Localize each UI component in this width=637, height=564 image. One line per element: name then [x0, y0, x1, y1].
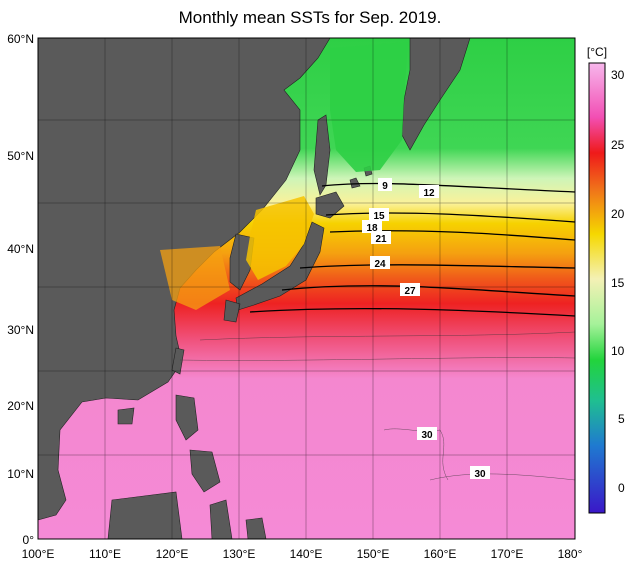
lon-label: 100°E [22, 547, 55, 561]
lon-label: 170°E [491, 547, 524, 561]
colorbar-tick: 10 [611, 344, 625, 358]
colorbar-tick: 15 [611, 276, 625, 290]
colorbar-tick: 5 [618, 412, 625, 426]
lon-label: 160°E [424, 547, 457, 561]
okhotsk-sea [330, 42, 408, 172]
lon-labels: 100°E 110°E 120°E 130°E 140°E 150°E 160°… [22, 547, 583, 561]
lat-label: 0° [23, 533, 35, 547]
japan-sea [246, 196, 314, 280]
colorbar-tick: 0 [618, 481, 625, 495]
colorbar-tick: 25 [611, 138, 625, 152]
yellow-sea [160, 246, 230, 310]
lon-label: 140°E [290, 547, 323, 561]
lat-label: 30°N [7, 323, 34, 337]
colorbar: [°C] 30 25 20 15 10 5 0 [587, 45, 625, 514]
colorbar-tick: 30 [611, 68, 625, 82]
lat-label: 50°N [7, 149, 34, 163]
lat-label: 60°N [7, 32, 34, 46]
lat-label: 40°N [7, 242, 34, 256]
lon-label: 180° [558, 547, 583, 561]
lon-label: 110°E [89, 547, 121, 561]
contour-label: 9 [382, 181, 388, 192]
lat-label: 10°N [7, 467, 34, 481]
contour-label: 27 [404, 286, 416, 297]
lon-label: 120°E [156, 547, 189, 561]
contour-label: 15 [373, 211, 385, 222]
map-title: Monthly mean SSTs for Sep. 2019. [178, 8, 442, 27]
colorbar-tick: 20 [611, 207, 625, 221]
lat-label: 20°N [7, 399, 34, 413]
contour-label: 18 [366, 223, 378, 234]
contour-label: 24 [374, 259, 386, 270]
lat-labels: 60°N 50°N 40°N 30°N 20°N 10°N 0° [7, 32, 34, 547]
lon-label: 150°E [357, 547, 390, 561]
lon-label: 130°E [223, 547, 256, 561]
contour-label: 30 [421, 430, 433, 441]
contour-label: 30 [474, 469, 486, 480]
map-frame [37, 37, 576, 540]
colorbar-unit: [°C] [587, 45, 607, 59]
contour-labels: 9 12 15 18 21 24 27 30 30 [362, 178, 490, 480]
contour-label: 21 [375, 234, 387, 245]
graticule [38, 38, 575, 539]
contour-label: 12 [423, 188, 435, 199]
